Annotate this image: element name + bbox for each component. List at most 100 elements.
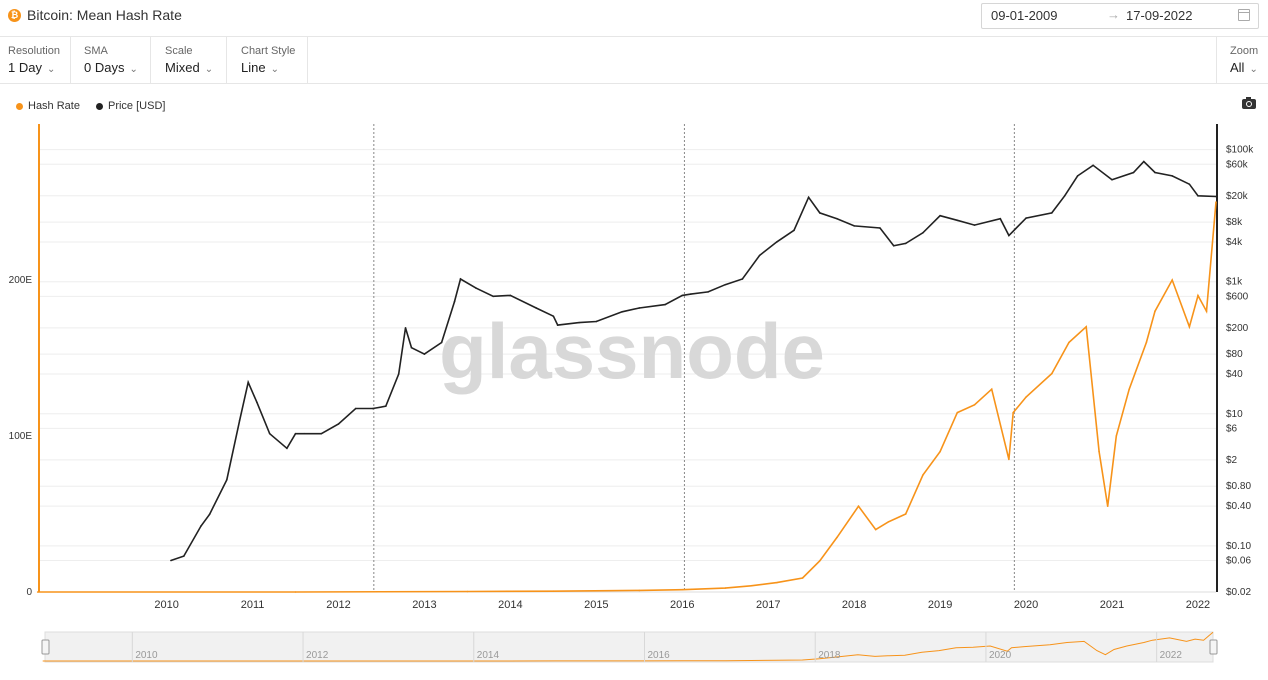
arrow-right-icon: → — [1107, 7, 1120, 22]
navigator-tick-label: 2016 — [647, 650, 670, 661]
scale-value[interactable]: Mixed ⌄ — [165, 60, 214, 75]
navigator-tick-label: 2012 — [306, 650, 329, 661]
data-point-hash-rate — [1205, 310, 1208, 312]
data-point-price — [999, 217, 1002, 220]
data-point-price — [1051, 212, 1053, 214]
x-tick-label: 2015 — [584, 599, 608, 608]
data-point-price — [956, 219, 959, 222]
data-point-price — [372, 407, 374, 410]
data-point-price — [578, 321, 580, 324]
zoom-label: Zoom — [1230, 45, 1259, 57]
navigator-handle[interactable] — [1209, 639, 1218, 655]
y-right-tick-label: $10 — [1226, 409, 1243, 420]
data-point-price — [818, 212, 821, 214]
x-tick-label: 2019 — [928, 599, 952, 608]
hash-rate-chart: $100k $60k $20k $8k $4k $1k $600 $200 $80 $40 $10 $… — [9, 124, 1254, 608]
x-tick-label: 2010 — [154, 599, 178, 608]
data-point-price — [1025, 217, 1027, 219]
data-point-price — [256, 401, 258, 403]
data-point-price — [337, 423, 340, 425]
data-point-hash-rate — [1068, 341, 1070, 344]
x-tick-label: 2018 — [842, 599, 866, 608]
y-right-tick-label: $0.80 — [1226, 481, 1251, 492]
data-point-price — [1092, 164, 1094, 167]
data-point-hash-rate — [552, 590, 555, 593]
navigator-series-line — [42, 631, 1214, 662]
data-point-hash-rate — [1008, 458, 1010, 461]
data-point-price — [1188, 183, 1191, 185]
camera-icon[interactable] — [1242, 97, 1256, 109]
series-line-hash-rate — [37, 201, 1217, 593]
data-point-hash-rate — [887, 521, 890, 523]
y-right-tick-label: $8k — [1226, 217, 1243, 228]
data-point-hash-rate — [466, 590, 469, 593]
data-point-price — [268, 432, 271, 435]
header-bar: ₿ Bitcoin: Mean Hash Rate 09-01-2009 → 1… — [0, 0, 1268, 37]
data-point-hash-rate — [1215, 201, 1217, 203]
navigator-handle[interactable] — [41, 639, 50, 655]
chevron-down-icon: ⌄ — [46, 64, 56, 75]
data-point-price — [681, 294, 684, 297]
data-point-hash-rate — [1085, 326, 1088, 328]
y-right-tick-label: $0.02 — [1226, 587, 1251, 598]
data-point-price — [384, 405, 387, 408]
y-right-tick-label: $200 — [1226, 323, 1249, 334]
x-tick-label: 2012 — [326, 599, 350, 608]
x-tick-label: 2022 — [1186, 599, 1210, 608]
legend-item-price[interactable]: Price [USD] — [95, 100, 165, 112]
data-point-hash-rate — [1098, 450, 1100, 453]
x-tick-label: 2017 — [756, 599, 780, 608]
sma-dropdown[interactable]: SMA 0 Days ⌄ — [76, 37, 151, 83]
data-point-price — [741, 278, 744, 280]
zoom-dropdown[interactable]: Zoom All ⌄ — [1216, 37, 1268, 83]
data-point-hash-rate — [1115, 435, 1118, 437]
x-tick-label: 2021 — [1100, 599, 1124, 608]
data-point-price — [170, 559, 172, 562]
navigator-tick-label: 2014 — [477, 650, 500, 661]
y-right-tick-label: $80 — [1226, 349, 1243, 360]
data-point-price — [475, 287, 477, 289]
y-right-tick-label: $40 — [1226, 369, 1243, 380]
data-point-price — [664, 303, 666, 306]
data-point-price — [509, 294, 512, 297]
data-point-price — [621, 311, 623, 313]
data-point-price — [200, 525, 202, 527]
data-point-price — [535, 307, 537, 309]
calendar-icon[interactable] — [1238, 9, 1250, 21]
scale-dropdown[interactable]: Scale Mixed ⌄ — [157, 37, 227, 83]
legend-dot-hash-rate — [16, 102, 23, 110]
data-point-price — [836, 217, 838, 220]
data-point-hash-rate — [857, 505, 860, 508]
date-from-field[interactable]: 09-01-2009 — [991, 8, 1058, 23]
data-point-hash-rate — [1188, 326, 1191, 328]
data-point-hash-rate — [990, 388, 993, 391]
legend-item-hash-rate[interactable]: Hash Rate — [16, 100, 80, 112]
chevron-down-icon: ⌄ — [129, 64, 138, 75]
data-point-hash-rate — [904, 513, 907, 515]
data-point-price — [638, 307, 641, 309]
data-point-price — [404, 327, 407, 329]
data-point-hash-rate — [294, 591, 297, 593]
chart-style-dropdown[interactable]: Chart Style Line ⌄ — [233, 37, 308, 83]
sma-value[interactable]: 0 Days ⌄ — [84, 60, 138, 75]
watermark: glassnode — [439, 307, 825, 395]
data-point-hash-rate — [1012, 411, 1014, 414]
date-to-field[interactable]: 17-09-2022 — [1126, 8, 1193, 23]
data-point-price — [724, 283, 727, 286]
zoom-value[interactable]: All ⌄ — [1230, 60, 1258, 75]
resolution-dropdown[interactable]: Resolution 1 Day ⌄ — [0, 37, 71, 83]
data-point-price — [973, 224, 976, 226]
data-point-price — [793, 229, 795, 232]
date-range-picker[interactable]: 09-01-2009 → 17-09-2022 — [981, 3, 1259, 29]
range-navigator[interactable]: 2010 2012 2014 2016 2018 2020 2022 — [0, 630, 1268, 670]
data-point-price — [776, 241, 778, 243]
y-right-tick-label: $4k — [1226, 237, 1243, 248]
y-right-tick-label: $0.06 — [1226, 555, 1251, 566]
resolution-value[interactable]: 1 Day ⌄ — [8, 60, 56, 75]
chart-style-value[interactable]: Line ⌄ — [241, 60, 279, 75]
y-right-tick-label: $2 — [1226, 455, 1238, 466]
data-point-hash-rate — [818, 560, 821, 562]
y-right-tick-label: $100k — [1226, 145, 1254, 156]
data-point-price — [707, 291, 709, 293]
data-point-hash-rate — [1106, 505, 1109, 508]
